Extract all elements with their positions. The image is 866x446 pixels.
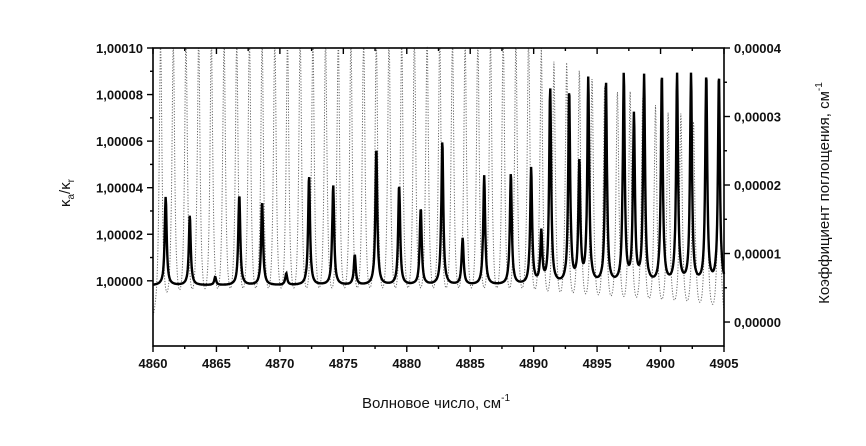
x-tick-label: 4860 — [139, 356, 168, 371]
y-left-tick-label: 1,00010 — [96, 41, 143, 56]
series-layer — [153, 48, 724, 316]
y-left-tick-label: 1,00002 — [96, 227, 143, 242]
x-tick-label: 4865 — [202, 356, 231, 371]
x-tick-label: 4905 — [710, 356, 739, 371]
y-right-tick-label: 0,00000 — [734, 315, 781, 330]
x-tick-label: 4895 — [583, 356, 612, 371]
x-tick-label: 4885 — [456, 356, 485, 371]
y-right-tick-label: 0,00001 — [734, 247, 781, 262]
y-left-tick-label: 1,00006 — [96, 134, 143, 149]
y-right-tick-label: 0,00003 — [734, 110, 781, 125]
x-tick-label: 4890 — [519, 356, 548, 371]
y-left-tick-label: 1,00000 — [96, 274, 143, 289]
x-tick-label: 4875 — [329, 356, 358, 371]
x-tick-label: 4880 — [392, 356, 421, 371]
y-right-tick-label: 0,00002 — [734, 178, 781, 193]
x-tick-label: 4900 — [646, 356, 675, 371]
y-left-tick-label: 1,00004 — [96, 181, 144, 196]
y-right-tick-label: 0,00004 — [734, 41, 782, 56]
left-y-axis-title: κa/κr — [57, 178, 77, 207]
right-y-axis-title: Коэффициент поглощения, см-1 — [814, 82, 833, 304]
x-axis-title: Волновое число, см-1 — [362, 393, 510, 412]
y-left-tick-label: 1,00008 — [96, 88, 143, 103]
x-tick-label: 4870 — [265, 356, 294, 371]
